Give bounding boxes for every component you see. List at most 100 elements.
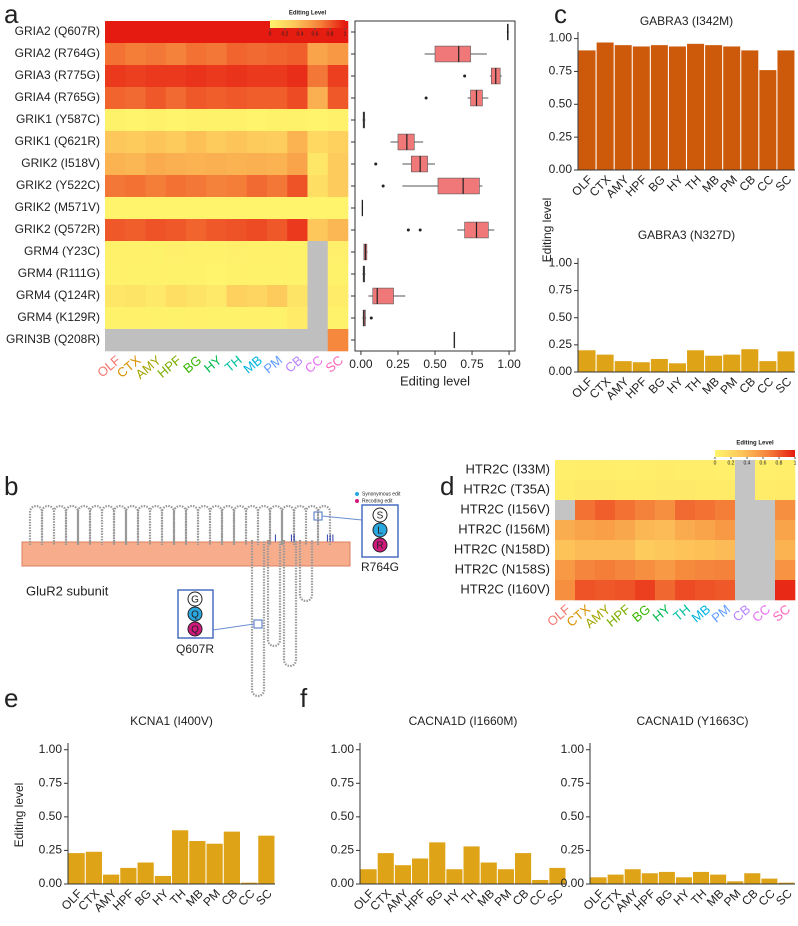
heat-cell	[226, 87, 248, 110]
heat-cell	[125, 65, 146, 88]
heat-cell	[125, 263, 146, 286]
bar	[596, 354, 614, 372]
y-tick-label: 0.25	[549, 337, 573, 351]
x-tick-label: 0.00	[349, 357, 373, 371]
heat-cell	[755, 560, 776, 581]
heat-cell	[125, 197, 146, 220]
heat-cell	[145, 307, 167, 330]
heat-cell	[246, 263, 268, 286]
heat-cell	[715, 560, 736, 581]
heat-cell	[145, 175, 167, 198]
row-label: HTR2C (N158S)	[455, 561, 550, 576]
bar	[723, 354, 741, 372]
bar	[727, 881, 744, 884]
column-label: SC	[770, 601, 793, 624]
bar	[394, 865, 411, 884]
segment-label: I	[274, 534, 277, 545]
heat-cell	[327, 153, 349, 176]
heat-cell	[246, 241, 268, 264]
heat-cell	[165, 329, 187, 352]
bar	[614, 45, 632, 171]
y-tick-label: 0.50	[561, 809, 585, 823]
heat-cell	[267, 219, 288, 242]
heat-cell	[246, 131, 268, 154]
colorbar-tick-label: 0.2	[282, 31, 289, 37]
chart-title: GABRA3 (I342M)	[640, 14, 733, 28]
heat-cell	[206, 175, 227, 198]
bar	[777, 50, 795, 170]
heat-cell	[186, 241, 207, 264]
bar	[463, 846, 480, 884]
colorbar-tick-label: 0	[714, 460, 717, 466]
heat-cell	[307, 87, 329, 110]
heat-cell	[125, 21, 146, 44]
codon-label: R	[376, 541, 383, 552]
heat-cell	[206, 263, 227, 286]
heat-cell	[267, 65, 288, 88]
heat-cell	[105, 241, 126, 264]
bar	[154, 875, 171, 884]
colorbar-tick-label: 0	[269, 31, 272, 37]
heat-cell	[226, 153, 248, 176]
heat-cell	[226, 131, 248, 154]
codon	[372, 522, 388, 538]
bar	[632, 362, 650, 372]
row-label: GRIK2 (Y522C)	[16, 178, 100, 192]
protein-chain	[28, 504, 332, 545]
heat-cell	[165, 87, 187, 110]
heat-cell	[165, 175, 187, 198]
heat-cell	[595, 500, 616, 521]
y-tick-label: 1.00	[549, 31, 573, 45]
y-tick-label: 1.00	[561, 742, 585, 756]
colorbar-tick-label: 1	[794, 460, 797, 466]
codon	[187, 591, 203, 607]
colorbar-tick-label: 0.2	[728, 460, 735, 466]
box	[410, 155, 428, 173]
y-tick-label: 1.00	[331, 742, 355, 756]
heat-cell	[675, 480, 696, 501]
heat-cell	[165, 197, 187, 220]
heat-cell	[105, 109, 126, 132]
heat-cell	[635, 520, 656, 541]
heat-cell	[555, 520, 576, 541]
heat-cell	[125, 307, 146, 330]
y-tick-label: 0.00	[561, 876, 585, 890]
bar	[532, 879, 549, 884]
y-axis-title: Editing level	[540, 198, 554, 263]
heat-cell	[145, 219, 167, 242]
y-tick-label: 0.25	[331, 843, 355, 857]
heat-cell	[206, 197, 227, 220]
panel-label: d	[440, 471, 454, 501]
heat-cell	[307, 241, 329, 264]
row-label: GRM4 (Y23C)	[24, 244, 100, 258]
heat-cell	[186, 153, 207, 176]
heat-cell	[635, 560, 656, 581]
segment-label: III	[326, 534, 334, 545]
heat-cell	[165, 285, 187, 308]
heat-cell	[695, 480, 716, 501]
bar	[578, 350, 596, 372]
heat-cell	[635, 580, 656, 601]
segment-label: II	[290, 534, 296, 545]
heat-cell	[735, 480, 756, 501]
y-tick-label: 0.75	[549, 64, 573, 78]
heat-cell	[287, 329, 308, 352]
heat-cell	[267, 175, 288, 198]
heat-cell	[715, 480, 736, 501]
heat-cell	[226, 21, 248, 44]
heat-cell	[735, 540, 756, 561]
row-label: GRIA3 (R775G)	[15, 68, 100, 82]
heat-cell	[615, 460, 636, 481]
heat-cell	[575, 580, 596, 601]
heat-cell	[575, 480, 596, 501]
legend-label: Recoding edit	[362, 498, 393, 504]
heat-cell	[655, 520, 676, 541]
heat-cell	[246, 109, 268, 132]
site-label: Q607R	[176, 642, 214, 656]
heat-cell	[655, 500, 676, 521]
heat-cell	[755, 460, 776, 481]
heat-cell	[186, 131, 207, 154]
heat-cell	[165, 21, 187, 44]
row-label: GRIA2 (Q607R)	[15, 24, 100, 38]
heat-cell	[327, 285, 349, 308]
